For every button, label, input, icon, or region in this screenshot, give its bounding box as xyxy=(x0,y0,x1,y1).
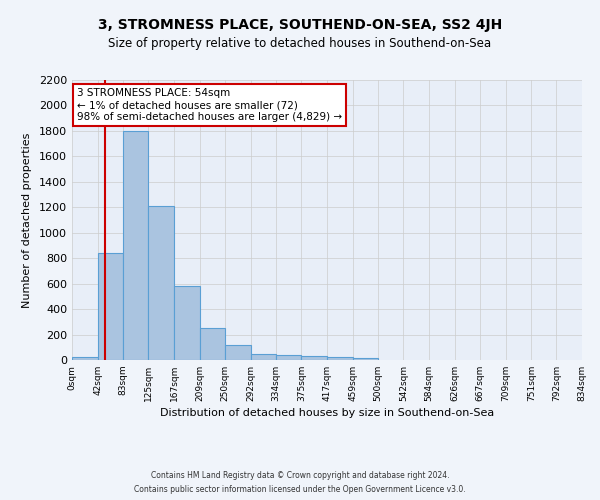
Bar xyxy=(148,206,174,360)
Bar xyxy=(353,358,378,360)
Y-axis label: Number of detached properties: Number of detached properties xyxy=(22,132,32,308)
Bar xyxy=(123,131,148,360)
Text: 3, STROMNESS PLACE, SOUTHEND-ON-SEA, SS2 4JH: 3, STROMNESS PLACE, SOUTHEND-ON-SEA, SS2… xyxy=(98,18,502,32)
Bar xyxy=(276,355,301,360)
Text: Contains HM Land Registry data © Crown copyright and database right 2024.: Contains HM Land Registry data © Crown c… xyxy=(151,472,449,480)
Bar xyxy=(98,253,123,360)
Text: Contains public sector information licensed under the Open Government Licence v3: Contains public sector information licen… xyxy=(134,484,466,494)
Bar xyxy=(251,354,276,360)
Bar xyxy=(327,358,353,360)
Bar xyxy=(200,328,225,360)
Bar xyxy=(174,286,200,360)
Text: Size of property relative to detached houses in Southend-on-Sea: Size of property relative to detached ho… xyxy=(109,38,491,51)
X-axis label: Distribution of detached houses by size in Southend-on-Sea: Distribution of detached houses by size … xyxy=(160,408,494,418)
Text: 3 STROMNESS PLACE: 54sqm
← 1% of detached houses are smaller (72)
98% of semi-de: 3 STROMNESS PLACE: 54sqm ← 1% of detache… xyxy=(77,88,342,122)
Bar xyxy=(225,344,251,360)
Bar xyxy=(301,356,327,360)
Bar xyxy=(72,357,98,360)
